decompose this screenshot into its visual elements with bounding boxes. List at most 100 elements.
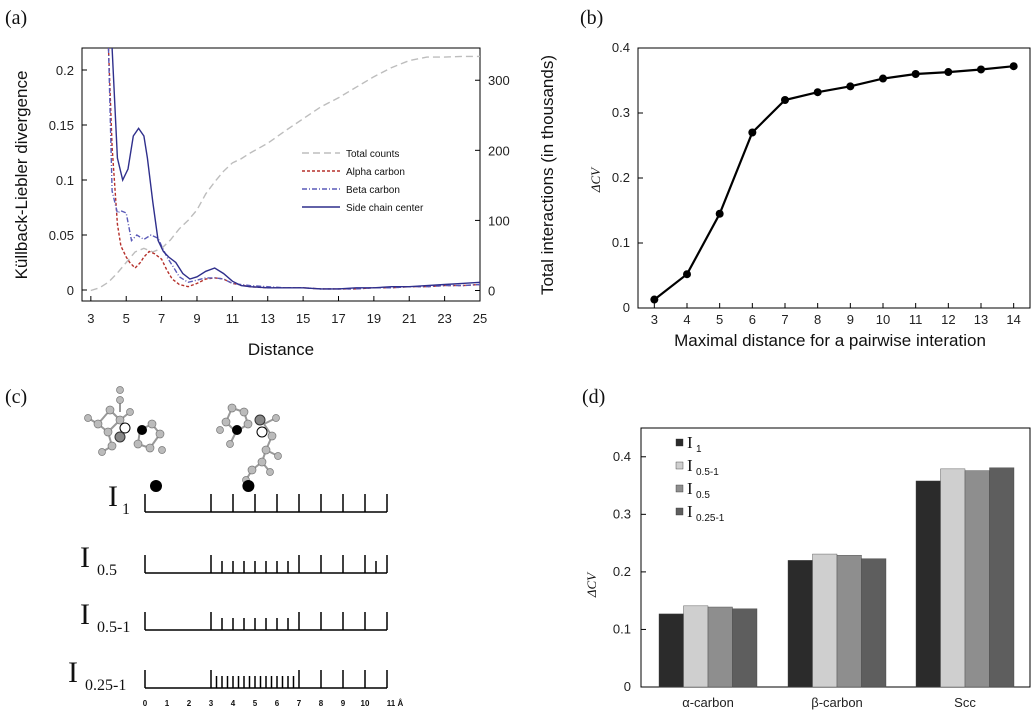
bar: [707, 606, 733, 688]
position-marker: [150, 480, 162, 492]
x-axis-label-a: Distance: [248, 340, 314, 359]
legend-a: Total counts Alpha carbon Beta carbon Side …: [302, 149, 424, 214]
legend-subscript-d: 1: [696, 444, 702, 455]
x-tick-label-b: 3: [651, 312, 658, 327]
x-tick-label-a: 9: [193, 311, 200, 326]
data-point-b: [715, 209, 724, 218]
x-tick-label-a: 15: [296, 311, 310, 326]
legend-label-a: Side chain center: [346, 203, 424, 214]
distance-tick-label: 11 Å: [387, 699, 404, 708]
legend-swatch-d: [675, 461, 684, 470]
y-tick-label-d: 0.2: [613, 564, 631, 579]
y-tick-label-a: 0: [67, 283, 74, 298]
legend-label-d: I: [687, 479, 693, 498]
distance-tick-label: 4: [231, 699, 236, 708]
y-tick-label-a: 0.1: [56, 173, 74, 188]
x-tick-label-a: 11: [226, 311, 240, 326]
data-point-b: [781, 96, 789, 104]
x-tick-label-b: 13: [974, 312, 988, 327]
distance-tick-label: 3: [209, 699, 214, 708]
plot-frame-b: [637, 47, 1031, 309]
legend-subscript-d: 0.5-1: [696, 467, 719, 478]
molecule-right: [216, 403, 282, 484]
legend-label-d: I: [687, 433, 693, 452]
x-tick-label-a: 19: [367, 311, 381, 326]
bar: [658, 613, 684, 688]
scale-subscript: 0.5: [97, 562, 117, 579]
panel-label-b: (b): [580, 7, 603, 29]
bar: [812, 553, 838, 688]
y-tick-label-b: 0.1: [612, 235, 630, 250]
distance-tick-label: 6: [275, 699, 280, 708]
distance-tick-label: 5: [253, 699, 258, 708]
data-point-b: [846, 82, 855, 91]
y-right-tick-label-a: 300: [488, 73, 510, 88]
data-point-b: [911, 70, 920, 78]
legend-label-a: Total counts: [346, 149, 399, 160]
category-label-d: α-carbon: [682, 695, 734, 710]
series-line-b: [653, 65, 1014, 301]
x-axis-label-b: Maximal distance for a pairwise interati…: [674, 331, 986, 350]
scale-label: I: [80, 598, 90, 631]
molecule-left: [84, 386, 166, 456]
y-right-tick-label-a: 0: [488, 283, 495, 298]
x-tick-label-b: 14: [1006, 312, 1020, 327]
scale-subscript: 0.25-1: [85, 677, 126, 694]
x-tick-label-b: 7: [781, 312, 788, 327]
x-tick-label-a: 17: [331, 311, 345, 326]
bar: [989, 467, 1015, 688]
scale-label: I: [68, 656, 78, 689]
distance-tick-label: 8: [319, 699, 324, 708]
distance-tick-label: 7: [297, 699, 302, 708]
x-tick-label-b: 11: [909, 312, 923, 327]
data-point-b: [879, 74, 887, 83]
series-line-side-chain-center: [111, 48, 480, 290]
y-tick-label-d: 0.3: [613, 506, 631, 521]
y-tick-label-a: 0.2: [56, 63, 74, 78]
category-label-d: Scc: [954, 695, 976, 710]
scale-label: I: [80, 541, 90, 574]
x-tick-label-b: 6: [749, 312, 756, 327]
x-tick-label-a: 13: [260, 311, 274, 326]
legend-subscript-d: 0.5: [696, 490, 710, 501]
bin-scale-row: I 0.5-1: [80, 598, 388, 636]
series-line-beta-carbon: [107, 48, 480, 290]
distance-tick-label: 0: [143, 699, 148, 708]
bar: [940, 468, 966, 688]
legend-label-a: Beta carbon: [346, 185, 400, 196]
bin-scale-row: I 0.25-1: [68, 656, 388, 694]
distance-tick-label: 1: [165, 699, 170, 708]
x-tick-label-b: 12: [941, 312, 955, 327]
x-tick-label-a: 23: [437, 311, 451, 326]
y-tick-label-b: 0: [623, 300, 630, 315]
data-point-b: [944, 68, 953, 77]
x-tick-label-b: 4: [683, 312, 690, 327]
panel-label-c: (c): [5, 386, 27, 408]
bar: [836, 554, 862, 688]
chart-b: 3 4 5 6 7 8 9 10 11 12 13 14 0 0.1 0.2 0.3 0.4 Maximal d…: [588, 40, 1031, 350]
legend-swatch-d: [675, 507, 684, 516]
plot-frame-a: [81, 47, 481, 302]
legend-swatch-d: [675, 484, 684, 493]
data-point-b: [813, 88, 822, 97]
data-point-b: [683, 270, 691, 279]
bar: [683, 605, 709, 688]
bar: [732, 608, 758, 688]
y-tick-label-b: 0.2: [612, 170, 630, 185]
distance-tick-label: 9: [341, 699, 346, 708]
y-tick-label-a: 0.05: [49, 228, 74, 243]
y-tick-label-b: 0.4: [612, 40, 630, 55]
data-point-b: [748, 128, 757, 137]
x-tick-label-a: 25: [473, 311, 487, 326]
x-tick-label-b: 9: [847, 312, 854, 327]
distance-tick-label: 2: [187, 699, 192, 708]
legend-label-a: Alpha carbon: [346, 167, 405, 178]
legend-swatch-d: [675, 438, 684, 447]
x-tick-label-a: 3: [87, 311, 94, 326]
bin-scale-row: I 0.5: [80, 541, 388, 579]
y-axis-label-a: Küllback-Liebler divergence: [12, 71, 31, 280]
panel-label-d: (d): [582, 386, 605, 408]
chart-a: 3 5 7 9 11 13 15 17 19 21 23 2500.050.10.150.201002…: [12, 47, 557, 359]
